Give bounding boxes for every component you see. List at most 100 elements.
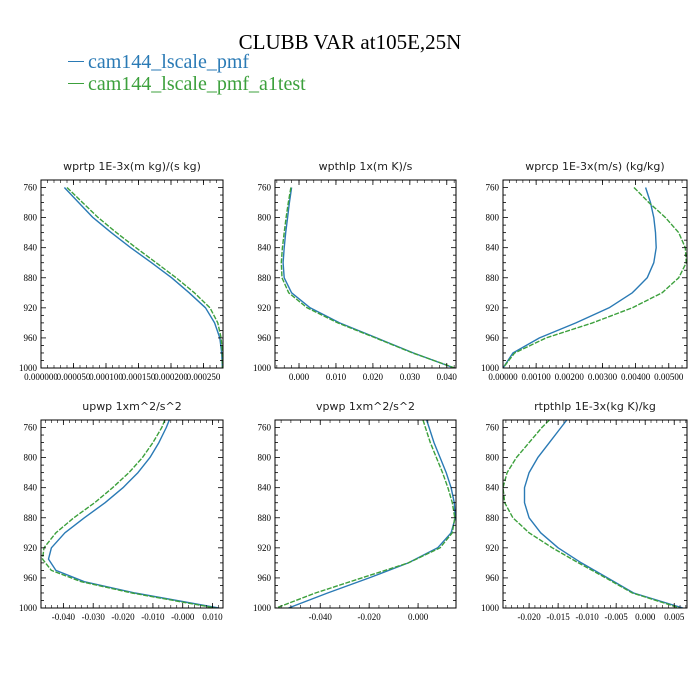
plot-frame xyxy=(502,179,688,369)
y-tick-label: 840 xyxy=(258,483,272,493)
y-tick-label: 840 xyxy=(24,483,38,493)
x-tick-label: 0.000200 xyxy=(154,372,188,382)
panel-title: wprtp 1E-3x(m kg)/(s kg) xyxy=(63,160,201,173)
y-tick-label: 800 xyxy=(486,213,500,223)
x-tick-label: 0.000150 xyxy=(122,372,156,382)
panel-title: rtpthlp 1E-3x(kg K)/kg xyxy=(534,400,656,413)
x-tick-label: 0.00200 xyxy=(555,372,585,382)
y-tick-label: 760 xyxy=(24,183,38,193)
legend-swatch-2 xyxy=(68,82,84,84)
figure-title: CLUBB VAR at105E,25N xyxy=(238,30,462,54)
x-tick-label: -0.030 xyxy=(82,612,106,622)
x-tick-label: 0.000250 xyxy=(187,372,221,382)
y-tick-label: 800 xyxy=(486,453,500,463)
legend-item-1: cam144_lscale_pmf xyxy=(68,50,249,74)
y-tick-label: 880 xyxy=(486,513,500,523)
y-tick-label: 960 xyxy=(258,573,272,583)
y-tick-label: 840 xyxy=(24,243,38,253)
plot-frame xyxy=(274,179,457,369)
x-tick-label: -0.015 xyxy=(547,612,571,622)
series-line-2 xyxy=(503,420,681,608)
x-tick-label: -0.000 xyxy=(171,612,195,622)
x-tick-label: -0.040 xyxy=(52,612,76,622)
y-tick-label: 880 xyxy=(258,273,272,283)
y-tick-label: 960 xyxy=(24,333,38,343)
x-tick-label: 0.010 xyxy=(326,372,347,382)
x-tick-label: -0.020 xyxy=(517,612,541,622)
series-line-1 xyxy=(63,187,223,368)
x-tick-label: 0.000 xyxy=(635,612,656,622)
x-tick-label: -0.010 xyxy=(576,612,600,622)
x-tick-label: -0.020 xyxy=(111,612,135,622)
panel-5: vpwp 1xm^2/s^2 760 800 840 880 920 960 1000 -0.0… xyxy=(253,400,457,622)
panel-title: wpthlp 1x(m K)/s xyxy=(319,160,413,173)
y-tick-label: 1000 xyxy=(19,363,38,373)
y-tick-label: 880 xyxy=(24,513,38,523)
plot-frame xyxy=(40,419,224,609)
x-tick-label: 0.005 xyxy=(664,612,685,622)
panel-2: wpthlp 1x(m K)/s 760 800 840 880 920 960 1000 0.… xyxy=(253,160,457,382)
y-tick-label: 800 xyxy=(258,213,272,223)
y-tick-label: 920 xyxy=(24,303,38,313)
y-tick-label: 920 xyxy=(258,543,272,553)
panel-3: wprcp 1E-3x(m/s) (kg/kg) 760 800 840 880 920 9… xyxy=(481,160,688,382)
y-tick-label: 1000 xyxy=(481,363,500,373)
plot-frame xyxy=(274,419,457,609)
y-tick-label: 880 xyxy=(486,273,500,283)
x-tick-label: 0.000050 xyxy=(57,372,91,382)
x-tick-label: 0.000100 xyxy=(89,372,123,382)
y-tick-label: 840 xyxy=(486,483,500,493)
series-line-1 xyxy=(503,187,657,368)
y-tick-label: 800 xyxy=(24,453,38,463)
y-tick-label: 1000 xyxy=(253,363,272,373)
y-tick-label: 1000 xyxy=(481,603,500,613)
y-tick-label: 800 xyxy=(24,213,38,223)
y-tick-label: 1000 xyxy=(19,603,38,613)
panel-title: upwp 1xm^2/s^2 xyxy=(82,400,182,413)
panel-title: vpwp 1xm^2/s^2 xyxy=(316,400,415,413)
panel-1: wprtp 1E-3x(m kg)/(s kg) 760 800 840 880 920 9… xyxy=(19,160,224,382)
series-line-2 xyxy=(280,187,456,368)
y-tick-label: 760 xyxy=(24,423,38,433)
x-tick-label: 0.000 xyxy=(408,612,429,622)
y-tick-label: 880 xyxy=(258,513,272,523)
y-tick-label: 760 xyxy=(486,183,500,193)
series-line-2 xyxy=(503,187,687,368)
x-tick-label: 0.000 xyxy=(289,372,310,382)
series-line-1 xyxy=(47,420,219,608)
series-line-1 xyxy=(282,187,455,368)
y-tick-label: 920 xyxy=(24,543,38,553)
y-tick-label: 840 xyxy=(258,243,272,253)
legend-label-1: cam144_lscale_pmf xyxy=(88,51,250,73)
y-tick-label: 1000 xyxy=(253,603,272,613)
y-tick-label: 920 xyxy=(486,303,500,313)
y-tick-label: 760 xyxy=(258,423,272,433)
x-tick-label: 0.00400 xyxy=(621,372,651,382)
y-tick-label: 760 xyxy=(258,183,272,193)
y-tick-label: 920 xyxy=(258,303,272,313)
x-tick-label: 0.00100 xyxy=(522,372,552,382)
x-tick-label: -0.005 xyxy=(605,612,629,622)
x-tick-label: 0.040 xyxy=(437,372,458,382)
y-tick-label: 960 xyxy=(486,573,500,583)
y-tick-label: 960 xyxy=(258,333,272,343)
legend-item-2: cam144_lscale_pmf_a1test xyxy=(68,72,306,96)
x-tick-label: 0.00500 xyxy=(654,372,684,382)
x-tick-label: 0.00300 xyxy=(588,372,618,382)
x-tick-label: 0.020 xyxy=(363,372,384,382)
legend-swatch-1 xyxy=(68,60,84,62)
x-tick-label: 0.010 xyxy=(202,612,223,622)
x-tick-label: 0.030 xyxy=(400,372,421,382)
x-tick-label: -0.010 xyxy=(141,612,165,622)
y-tick-label: 960 xyxy=(486,333,500,343)
plot-frame xyxy=(40,179,224,369)
panel-title: wprcp 1E-3x(m/s) (kg/kg) xyxy=(525,160,664,173)
y-tick-label: 840 xyxy=(486,243,500,253)
panel-4: upwp 1xm^2/s^2 760 800 840 880 920 960 1000 -0.0… xyxy=(19,400,224,622)
series-line-2 xyxy=(41,420,216,608)
x-tick-label: -0.020 xyxy=(358,612,382,622)
x-tick-label: 0.00000 xyxy=(488,372,518,382)
x-tick-label: 0.000000 xyxy=(24,372,58,382)
y-tick-label: 800 xyxy=(258,453,272,463)
